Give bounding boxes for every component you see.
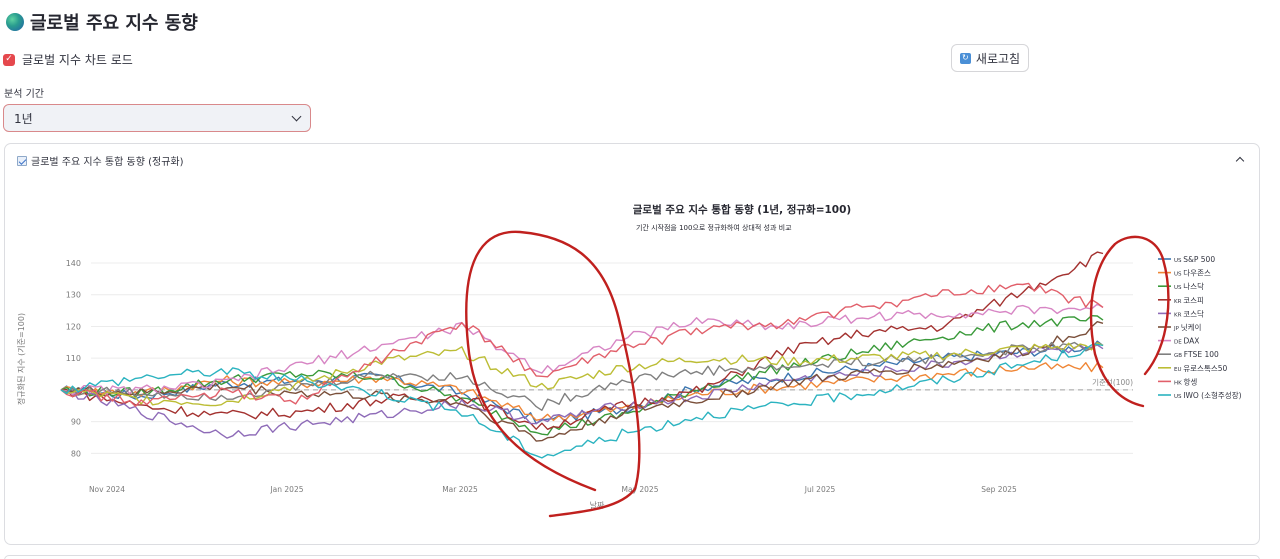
chart-subtitle: 기간 시작점을 100으로 정규화하여 상대적 성과 비교: [636, 223, 792, 232]
refresh-icon: ↻: [959, 52, 971, 64]
series-line: [60, 344, 1104, 439]
series-lines: [60, 251, 1104, 459]
series-line: [60, 341, 1104, 407]
globe-icon: [6, 13, 24, 31]
baseline-line: 기준선(100): [61, 378, 1133, 391]
series-line: [60, 361, 1104, 422]
annotation-circle-latest: [1089, 235, 1170, 408]
x-tick-label: Jan 2025: [269, 485, 303, 494]
expander-header[interactable]: 글로벌 주요 지수 통합 동향 (정규화): [17, 153, 184, 168]
y-tick-label: 130: [66, 291, 81, 300]
x-tick-label: Nov 2024: [89, 485, 125, 494]
series-line: [60, 341, 1104, 411]
refresh-button[interactable]: ↻ 새로고침: [951, 44, 1029, 72]
chart-increasing-icon: [17, 155, 27, 166]
line-chart: 글로벌 주요 지수 통합 동향 (1년, 정규화=100) 기간 시작점을 10…: [16, 203, 1242, 518]
series-line: [60, 251, 1104, 430]
annotation-circle-april-dip: [465, 230, 641, 518]
chart-expander: 글로벌 주요 지수 통합 동향 (정규화) 글로벌 주요 지수 통합 동향 (1…: [4, 143, 1260, 545]
y-tick-label: 80: [71, 449, 81, 458]
y-tick-label: 120: [66, 322, 81, 331]
y-tick-label: 140: [66, 259, 81, 268]
page-title: 글로벌 주요 지수 동향: [6, 9, 198, 35]
y-axis-label: 정규화된 지수 (기준=100): [16, 313, 26, 405]
period-select-value: 1년: [14, 111, 33, 126]
period-label: 분석 기간: [4, 89, 44, 100]
x-tick-label: Jul 2025: [804, 485, 836, 494]
legend-item[interactable]: US IWO (소형주성장): [1174, 390, 1242, 400]
baseline-label: 기준선(100): [1092, 378, 1133, 387]
series-line: [60, 314, 1104, 436]
series-line: [60, 343, 1104, 459]
load-chart-checkbox[interactable]: ✓ 글로벌 지수 차트 로드: [3, 51, 133, 68]
series-line: [60, 320, 1104, 442]
legend-item[interactable]: US 다우존스: [1174, 269, 1211, 278]
load-chart-checkbox-label: 글로벌 지수 차트 로드: [22, 53, 133, 67]
x-axis-label: 날짜: [590, 500, 605, 510]
x-axis-ticks: Nov 2024 Jan 2025 Mar 2025 May 2025 Jul 2025…: [89, 485, 1017, 494]
series-line: [60, 303, 1104, 396]
expander-title: 글로벌 주요 지수 통합 동향 (정규화): [31, 157, 184, 168]
legend-item[interactable]: KR 코스피: [1174, 296, 1204, 305]
legend-item[interactable]: EU 유로스톡스50: [1174, 364, 1228, 373]
legend-item[interactable]: US S&P 500: [1174, 255, 1215, 264]
legend-item[interactable]: HK 항셍: [1174, 377, 1197, 386]
chevron-down-icon: [291, 111, 302, 121]
y-tick-label: 90: [71, 418, 81, 427]
next-expander[interactable]: [4, 555, 1260, 559]
legend-item[interactable]: US 나스닥: [1174, 281, 1204, 291]
refresh-button-label: 새로고침: [975, 51, 1021, 66]
hand-drawn-annotations: [465, 230, 1170, 518]
legend-item[interactable]: KR 코스닥: [1174, 308, 1204, 318]
x-tick-label: Mar 2025: [442, 485, 478, 494]
period-select[interactable]: 1년: [3, 104, 311, 132]
x-tick-label: Sep 2025: [981, 485, 1017, 494]
x-tick-label: May 2025: [622, 485, 659, 494]
checkbox-checked-icon[interactable]: ✓: [3, 53, 15, 66]
page-title-text: 글로벌 주요 지수 동향: [30, 13, 198, 34]
chart-title: 글로벌 주요 지수 통합 동향 (1년, 정규화=100): [633, 203, 851, 216]
chart-legend: US S&P 500 US 다우존스 US 나스닥 KR 코스피 KR 코스닥 JP 닛케…: [1158, 255, 1242, 400]
y-tick-label: 110: [66, 354, 81, 363]
series-line: [60, 282, 1104, 407]
legend-item[interactable]: DE DAX: [1174, 337, 1199, 346]
legend-item[interactable]: JP 닛케이: [1173, 322, 1201, 332]
legend-item[interactable]: GB FTSE 100: [1174, 350, 1219, 359]
